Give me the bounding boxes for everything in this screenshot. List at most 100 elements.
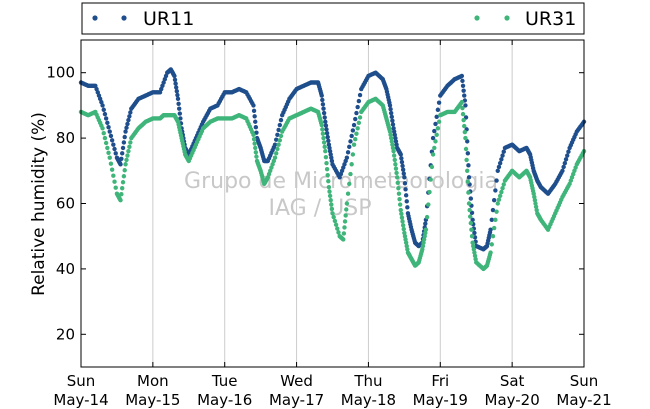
point-ur11-74-4	[493, 188, 498, 193]
point-ur31-45	[341, 237, 346, 242]
point-ur11-6-2	[119, 151, 125, 156]
point-ur31-42-3	[328, 198, 333, 203]
point-ur31-41-3	[324, 166, 330, 172]
point-ur11-7	[123, 129, 128, 134]
point-ur31-6	[118, 198, 123, 203]
point-ur31-75-3	[491, 225, 497, 231]
point-ur31-69	[463, 135, 468, 141]
point-ur11-55-5	[401, 171, 406, 176]
point-ur11-55	[398, 152, 403, 157]
point-ur31-45-2	[342, 225, 347, 230]
point-ur31-43-3	[333, 222, 339, 227]
point-ur31-54-2	[392, 157, 397, 163]
point-ur11-41-3	[324, 130, 330, 136]
point-ur31-33-1	[274, 151, 279, 156]
point-ur11-40-2	[320, 102, 326, 107]
legend-marker-ur11-a	[92, 15, 98, 21]
point-ur11-33-3	[276, 127, 281, 133]
point-ur31-47	[351, 142, 357, 147]
point-ur31-53-4	[390, 142, 395, 147]
legend-label-ur11: UR11	[143, 8, 194, 30]
point-ur31-42-2	[327, 193, 333, 199]
point-ur31-7-4	[127, 144, 132, 150]
point-ur11-75-2	[497, 160, 503, 166]
point-ur11-63-1	[432, 128, 437, 134]
point-ur11-33-1	[274, 137, 279, 142]
point-ur31-40-2	[320, 131, 326, 136]
x-tick-date-5: May-19	[413, 391, 468, 409]
point-ur11-45-4	[349, 133, 354, 139]
point-ur11-86	[560, 168, 565, 173]
point-ur31-68-5	[462, 129, 468, 135]
point-ur31-7-1	[124, 157, 129, 163]
point-ur11-15-2	[173, 81, 178, 86]
point-ur31-82-5	[534, 207, 539, 213]
y-axis: 20 40 60 80 100	[46, 64, 75, 344]
point-ur31-7	[123, 162, 128, 167]
point-ur11-68-4	[465, 151, 471, 156]
point-ur11-28-2	[252, 114, 257, 119]
series-ur31	[78, 96, 587, 272]
point-ur11-56-3	[403, 193, 409, 198]
point-ur31-71-1	[471, 243, 476, 249]
y-axis-label: Relative humidity (%)	[29, 112, 49, 296]
point-ur31-42-1	[327, 189, 332, 194]
point-ur31-57-5	[405, 247, 410, 252]
point-ur11-74-5	[494, 178, 499, 183]
point-ur31-3-2	[102, 135, 108, 141]
point-ur31-70	[466, 201, 472, 206]
point-ur31-4-3	[111, 173, 116, 178]
point-ur31-69-1	[463, 146, 469, 152]
point-ur31-3-1	[101, 130, 106, 136]
point-ur31-82-1	[532, 194, 537, 200]
point-ur31-47-2	[354, 131, 359, 136]
point-ur31-64-5	[436, 119, 442, 124]
point-ur31-6-2	[119, 186, 125, 191]
x-tick-day-5: Fri	[431, 372, 449, 390]
point-ur31-45-3	[342, 219, 348, 224]
point-ur11-46-2	[354, 110, 359, 116]
point-ur31-54	[391, 148, 396, 154]
point-ur11-42-4	[329, 155, 334, 160]
point-ur31-41	[323, 148, 328, 154]
point-ur11-61-5	[423, 221, 428, 226]
point-ur11-7-5	[128, 110, 133, 115]
point-ur31-54-5	[394, 170, 399, 176]
point-ur31-46-3	[348, 171, 353, 177]
point-ur11-53-4	[393, 139, 399, 144]
point-ur31-82-2	[532, 198, 538, 203]
legend-marker-ur11-b	[121, 15, 127, 21]
point-ur31-55-3	[396, 191, 402, 196]
point-ur31-71-5	[473, 256, 478, 262]
point-ur11-40-1	[320, 97, 325, 103]
point-ur11-63-4	[435, 107, 441, 112]
legend-marker-ur31-a	[474, 15, 480, 21]
point-ur11-75-4	[500, 153, 505, 158]
point-ur11-74	[488, 227, 493, 232]
point-ur31-70-1	[467, 207, 472, 213]
point-ur31-43-1	[331, 214, 336, 220]
point-ur11-3-3	[103, 116, 109, 121]
point-ur11-45-2	[347, 144, 352, 150]
point-ur11-15-3	[174, 85, 179, 90]
point-ur31-56-1	[399, 211, 404, 217]
point-ur31-41-1	[323, 154, 329, 160]
point-ur31-6-4	[121, 174, 127, 179]
point-ur31-3-5	[106, 150, 111, 156]
point-ur31-76-2	[497, 193, 503, 199]
point-ur31-41-4	[325, 172, 330, 178]
point-ur11-6	[118, 162, 123, 167]
point-ur31-54-1	[391, 153, 397, 158]
point-ur11-52-2	[388, 110, 394, 116]
point-ur11-68-3	[465, 139, 470, 144]
point-ur31-56-2	[399, 215, 405, 220]
point-ur11-75-1	[496, 164, 502, 170]
point-ur31-6-1	[119, 192, 124, 197]
point-ur11-63	[430, 135, 436, 141]
point-ur11-4-3	[111, 142, 116, 147]
point-ur31-71	[470, 240, 475, 245]
point-ur11-70	[470, 217, 475, 223]
point-ur31-28-2	[252, 141, 257, 146]
point-ur31-75-5	[494, 209, 499, 214]
axis-ticks	[80, 40, 585, 367]
